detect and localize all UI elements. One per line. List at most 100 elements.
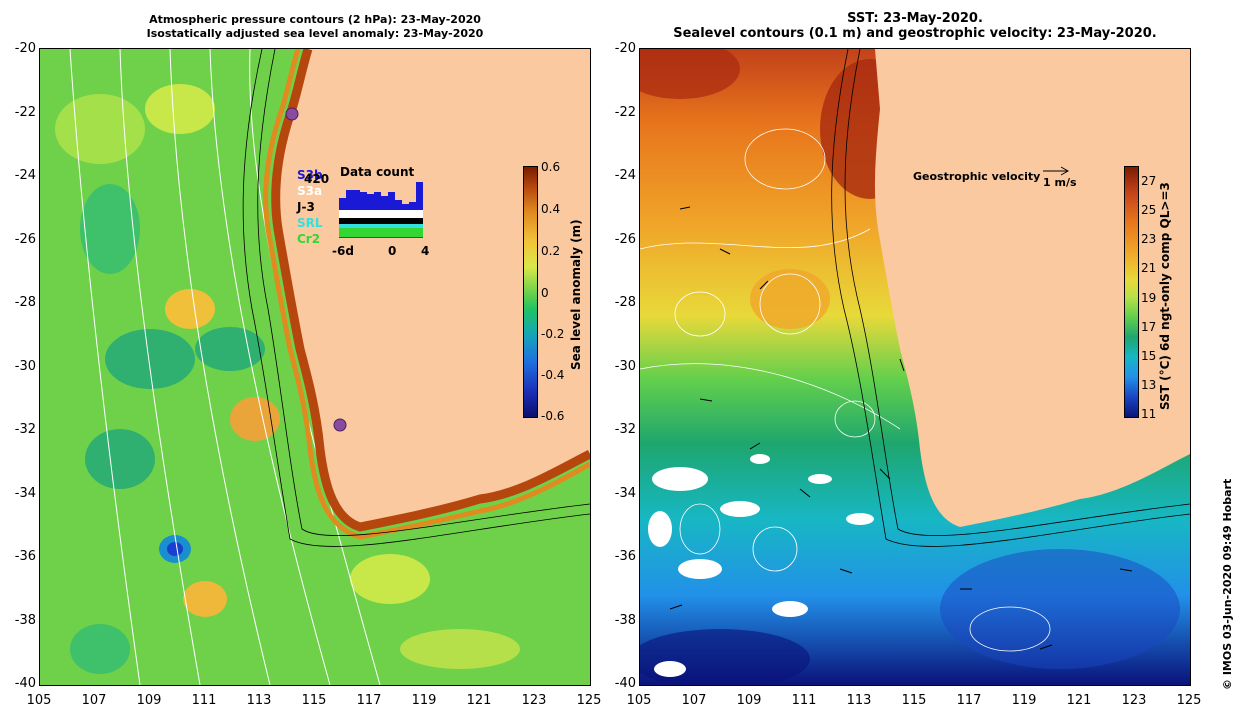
data-count-axis-label: 0: [388, 244, 397, 258]
velocity-scale-label: 1 m/s: [1043, 176, 1077, 189]
tide-gauge-marker: [333, 418, 347, 432]
y-tick-label: -38: [614, 613, 636, 628]
sea-level-anomaly-canvas: [40, 49, 590, 685]
y-tick-label: -32: [614, 422, 636, 437]
bathymetry-contours: [242, 49, 590, 547]
colorbar-tick: 0: [541, 286, 549, 300]
x-tick-label: 111: [791, 693, 817, 708]
satellite-label: J-3: [297, 200, 315, 214]
coastal-sea-level-band: [271, 49, 590, 532]
y-tick-label: -22: [14, 105, 36, 120]
copyright-notice: © IMOS 03-Jun-2020 09:49 Hobart: [1221, 478, 1234, 690]
y-tick-label: -40: [14, 676, 36, 691]
y-tick-label: -28: [14, 295, 36, 310]
sea-level-anomaly-map: [39, 48, 591, 686]
y-tick-label: -24: [14, 168, 36, 183]
data-count-histogram: [339, 182, 423, 238]
x-tick-label: 113: [246, 693, 272, 708]
y-tick-label: -30: [614, 359, 636, 374]
x-tick-label: 115: [901, 693, 927, 708]
sea-level-colorbar: [523, 166, 538, 418]
y-tick-label: -26: [614, 232, 636, 247]
x-tick-label: 117: [356, 693, 382, 708]
x-tick-label: 119: [411, 693, 437, 708]
y-tick-label: -38: [14, 613, 36, 628]
y-tick-label: -22: [614, 105, 636, 120]
x-tick-label: 109: [736, 693, 762, 708]
x-tick-label: 125: [576, 693, 602, 708]
x-tick-label: 111: [191, 693, 217, 708]
australia-landmass: [275, 49, 590, 527]
colorbar-tick: -0.6: [541, 409, 565, 423]
y-tick-label: -36: [14, 549, 36, 564]
colorbar-tick: 15: [1141, 349, 1157, 363]
right-title-line1: SST: 23-May-2020.: [847, 11, 983, 26]
x-tick-label: 119: [1011, 693, 1037, 708]
satellite-label: S3a: [297, 184, 323, 198]
right-title-line2: Sealevel contours (0.1 m) and geostrophi…: [673, 26, 1157, 41]
satellite-label: S3b: [297, 168, 323, 182]
y-tick-label: -34: [614, 486, 636, 501]
data-count-max: 420: [304, 172, 330, 186]
colorbar-tick: 0.4: [541, 202, 561, 216]
sst-colorbar: [1124, 166, 1139, 418]
x-tick-label: 107: [681, 693, 707, 708]
y-tick-label: -24: [614, 168, 636, 183]
colorbar-tick: -0.4: [541, 368, 565, 382]
bathymetry-contours: [831, 49, 1190, 547]
satellite-label: Cr2: [297, 232, 321, 246]
sea-level-contours: [640, 128, 1051, 652]
colorbar-tick: 23: [1141, 232, 1157, 246]
sst-canvas: [640, 49, 1190, 685]
colorbar-tick: 11: [1141, 407, 1157, 421]
data-count-axis-label: -6d: [332, 244, 354, 258]
y-tick-label: -36: [614, 549, 636, 564]
y-tick-label: -40: [614, 676, 636, 691]
y-tick-label: -28: [614, 295, 636, 310]
left-title-line1: Atmospheric pressure contours (2 hPa): 2…: [149, 13, 481, 26]
velocity-scale-arrow-icon: [1043, 166, 1070, 176]
left-title-line2: Isostatically adjusted sea level anomaly…: [146, 27, 484, 40]
x-tick-label: 105: [26, 693, 52, 708]
x-tick-label: 105: [626, 693, 652, 708]
x-tick-label: 123: [521, 693, 547, 708]
y-tick-label: -34: [14, 486, 36, 501]
colorbar-tick: 19: [1141, 291, 1157, 305]
x-tick-label: 117: [956, 693, 982, 708]
tide-gauge-marker: [285, 107, 299, 121]
colorbar-tick: 27: [1141, 174, 1157, 188]
x-tick-label: 121: [1066, 693, 1092, 708]
colorbar-title: SST (°C) 6d ngt-only comp QL>=3: [1158, 182, 1172, 410]
data-count-axis-label: 4: [421, 244, 430, 258]
colorbar-tick: -0.2: [541, 327, 565, 341]
colorbar-tick: 17: [1141, 320, 1157, 334]
x-tick-label: 125: [1176, 693, 1202, 708]
x-tick-label: 121: [466, 693, 492, 708]
y-tick-label: -30: [14, 359, 36, 374]
y-tick-label: -20: [614, 41, 636, 56]
colorbar-tick: 0.6: [541, 160, 561, 174]
pressure-contours: [69, 49, 381, 685]
geostrophic-velocity-arrows: [669, 206, 1133, 650]
colorbar-title: Sea level anomaly (m): [569, 219, 583, 370]
y-tick-label: -20: [14, 41, 36, 56]
x-tick-label: 123: [1121, 693, 1147, 708]
x-tick-label: 109: [136, 693, 162, 708]
x-tick-label: 113: [846, 693, 872, 708]
cloud-mask: [648, 454, 874, 677]
sst-map: [639, 48, 1191, 686]
x-tick-label: 115: [301, 693, 327, 708]
colorbar-tick: 25: [1141, 203, 1157, 217]
colorbar-tick: 0.2: [541, 244, 561, 258]
anomaly-blobs: [55, 84, 520, 674]
x-tick-label: 107: [81, 693, 107, 708]
geostrophic-velocity-label: Geostrophic velocity: [913, 170, 1041, 183]
satellite-label: SRL: [297, 216, 323, 230]
y-tick-label: -32: [14, 422, 36, 437]
data-count-title: Data count: [340, 165, 415, 179]
colorbar-tick: 13: [1141, 378, 1157, 392]
coastal-sea-level-band-outer: [263, 49, 590, 540]
colorbar-tick: 21: [1141, 261, 1157, 275]
y-tick-label: -26: [14, 232, 36, 247]
australia-landmass: [874, 49, 1190, 527]
